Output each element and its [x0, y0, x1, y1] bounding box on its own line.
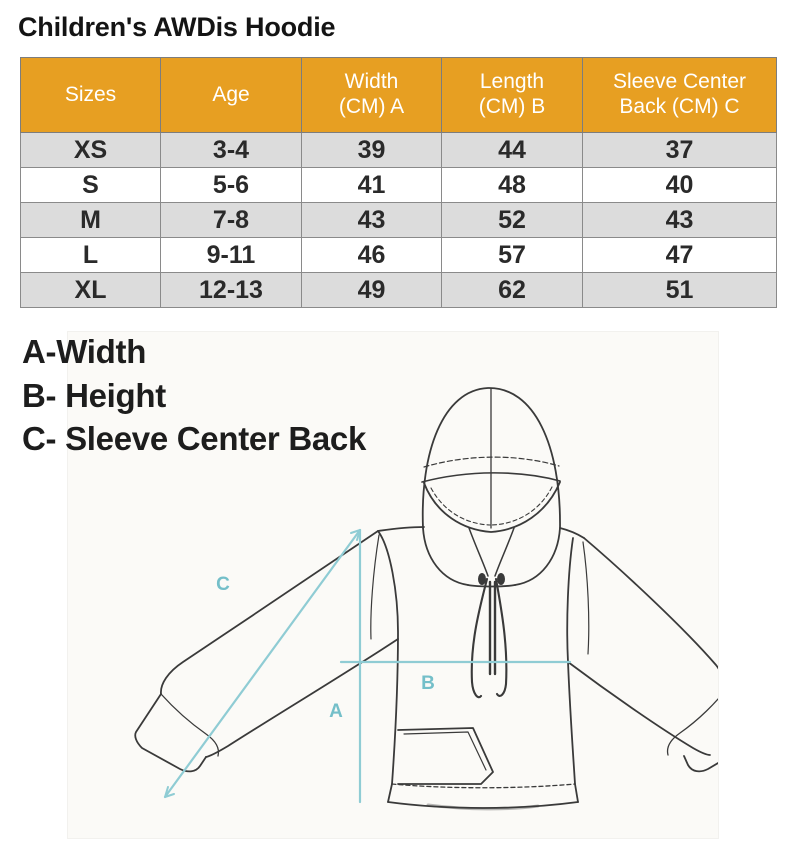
column-header-length-line2: (CM) B	[478, 95, 546, 118]
eyelet-right	[497, 573, 505, 585]
cell-width: 49	[301, 272, 442, 308]
measure-label-a: A	[329, 701, 343, 722]
size-chart-container: Sizes Age Width (CM) A Length (CM) B Sle…	[20, 57, 777, 308]
cell-age: 7-8	[160, 202, 302, 238]
hood-opening	[423, 481, 561, 533]
hood-drape-bottom	[467, 584, 516, 588]
cell-age: 12-13	[160, 272, 302, 308]
neck-fold-right	[494, 527, 515, 577]
page-title: Children's AWDis Hoodie	[18, 12, 336, 42]
table-row: S 5-6 41 48 40	[20, 167, 777, 203]
cell-size: XL	[20, 272, 161, 308]
table-row: L 9-11 46 57 47	[20, 237, 777, 273]
cell-length: 62	[441, 272, 583, 308]
table-row: XL 12-13 49 62 51	[20, 272, 777, 308]
legend-item-c: C- Sleeve Center Back	[22, 420, 367, 458]
hood-outline	[421, 387, 561, 529]
column-header-length: Length (CM) B	[441, 57, 583, 133]
table-header-row: Sizes Age Width (CM) A Length (CM) B Sle…	[20, 57, 777, 133]
cell-age: 9-11	[160, 237, 302, 273]
hood-drape-left	[422, 527, 469, 586]
hood-inner-right	[491, 486, 553, 526]
column-header-length-line1: Length	[479, 70, 545, 94]
measurement-lines-group	[163, 528, 572, 804]
sleeve-right-top	[583, 537, 718, 670]
neck-fold-left	[468, 527, 489, 577]
sleeve-right-cuff	[683, 755, 718, 773]
measure-label-b: B	[421, 673, 435, 694]
cell-size: M	[20, 202, 161, 238]
cell-sleeve: 51	[582, 272, 777, 308]
cell-sleeve: 47	[582, 237, 777, 273]
hem-shadow	[426, 803, 540, 811]
column-header-sleeve-line2: Back (CM) C	[619, 95, 740, 118]
cell-size: L	[20, 237, 161, 273]
cell-width: 39	[301, 132, 442, 168]
cell-width: 46	[301, 237, 442, 273]
shoulder-right	[559, 527, 585, 539]
cell-sleeve: 40	[582, 167, 777, 203]
hood-drape-right	[514, 527, 561, 586]
cell-size: S	[20, 167, 161, 203]
table-row: XS 3-4 39 44 37	[20, 132, 777, 168]
size-chart-table: Sizes Age Width (CM) A Length (CM) B Sle…	[20, 57, 777, 308]
legend-item-a: A-Width	[22, 333, 147, 370]
hoodie-illustration: A B C	[134, 387, 718, 811]
measure-line-c	[163, 528, 362, 799]
pocket-inner-stitch	[403, 731, 487, 771]
cell-width: 43	[301, 202, 442, 238]
armhole-crease-left	[370, 534, 380, 640]
column-header-age: Age	[160, 57, 302, 133]
hood-band-dashed	[423, 456, 560, 468]
measure-arrow-c-end	[350, 529, 361, 541]
cell-length: 48	[441, 167, 583, 203]
cell-length: 52	[441, 202, 583, 238]
cell-sleeve: 43	[582, 202, 777, 238]
hem-left-edge	[387, 783, 393, 803]
column-header-sizes: Sizes	[20, 57, 161, 133]
measure-arrow-c-start	[164, 786, 175, 798]
shoulder-left	[377, 526, 425, 532]
column-header-width-line1: Width	[344, 70, 399, 94]
cell-length: 57	[441, 237, 583, 273]
hem-stitch	[391, 783, 576, 789]
pocket-outline	[397, 727, 494, 785]
sleeve-left-top	[160, 530, 379, 695]
body-left-side	[377, 530, 399, 785]
eyelet-left	[478, 573, 486, 585]
sleeve-left-cuff	[134, 693, 207, 773]
column-header-width-line2: (CM) A	[338, 95, 405, 118]
cell-width: 41	[301, 167, 442, 203]
sleeve-right-cuff-seam	[666, 698, 718, 756]
column-header-sizes-line1: Sizes	[64, 82, 117, 106]
cell-length: 44	[441, 132, 583, 168]
hood-inner-left	[430, 487, 491, 526]
cell-age: 3-4	[160, 132, 302, 168]
column-header-age-line1: Age	[212, 82, 250, 106]
sleeve-right-bottom	[567, 661, 711, 756]
measure-label-c: C	[216, 574, 230, 595]
drawstring-right	[494, 577, 508, 697]
hoodie-diagram-panel: A B C	[68, 332, 718, 838]
cell-sleeve: 37	[582, 132, 777, 168]
hoodie-sketch-group	[134, 387, 718, 811]
sleeve-left-cuff-seam	[160, 693, 220, 757]
table-row: M 7-8 43 52 43	[20, 202, 777, 238]
column-header-sleeve: Sleeve Center Back (CM) C	[582, 57, 777, 133]
cell-size: XS	[20, 132, 161, 168]
sleeve-left-bottom	[205, 638, 399, 758]
cell-age: 5-6	[160, 167, 302, 203]
hem-right-edge	[574, 783, 579, 803]
column-header-width: Width (CM) A	[301, 57, 442, 133]
column-header-sleeve-line1: Sleeve Center	[612, 70, 747, 94]
hood-band	[421, 472, 561, 483]
armhole-crease-right	[582, 541, 590, 655]
legend-item-b: B- Height	[22, 376, 166, 414]
drawstring-left	[470, 577, 489, 699]
hem-bottom	[387, 801, 579, 809]
measurement-legend: A-Width B- Height C- Sleeve Center Back	[22, 330, 492, 461]
